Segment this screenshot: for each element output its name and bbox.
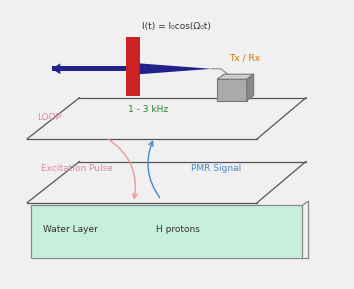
Text: Tx / Rx: Tx / Rx <box>229 53 261 62</box>
Text: LOOP: LOOP <box>38 113 62 122</box>
Polygon shape <box>52 66 126 71</box>
Text: PMR Signal: PMR Signal <box>191 164 241 173</box>
Text: Water Layer: Water Layer <box>43 225 98 234</box>
Polygon shape <box>247 74 254 101</box>
Bar <box>217 79 247 101</box>
Text: H protons: H protons <box>156 225 200 234</box>
Text: Excitation Pulse: Excitation Pulse <box>41 164 113 173</box>
Polygon shape <box>140 63 212 74</box>
Polygon shape <box>217 74 254 79</box>
Text: I(t) = I₀cos(Ω₀t): I(t) = I₀cos(Ω₀t) <box>142 22 211 32</box>
Bar <box>126 37 140 96</box>
Polygon shape <box>52 63 60 74</box>
Text: 1 - 3 kHz: 1 - 3 kHz <box>128 105 169 114</box>
Bar <box>31 205 302 258</box>
